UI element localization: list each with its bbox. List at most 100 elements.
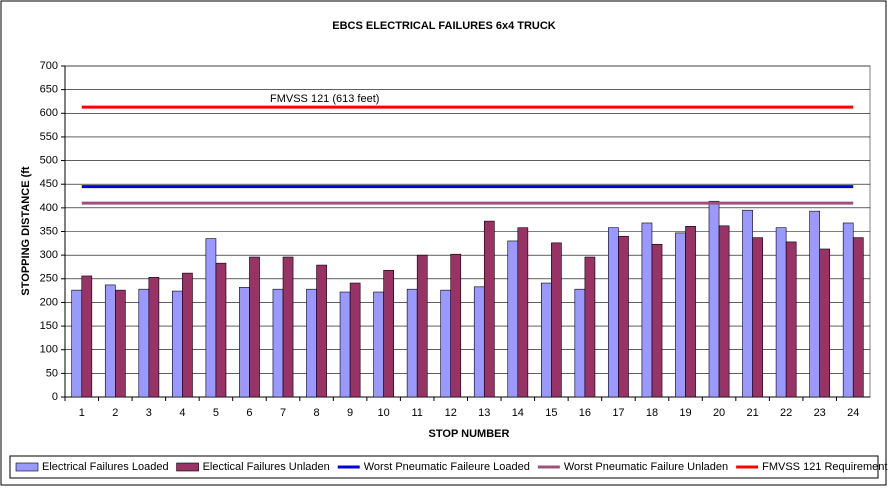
x-tick-label: 20 [713,407,725,419]
y-tick-label: 150 [40,320,58,332]
x-tick-label: 17 [612,407,624,419]
x-tick-label: 14 [512,407,524,419]
y-tick-label: 650 [40,84,58,96]
x-tick-label: 19 [679,407,691,419]
x-tick-label: 12 [445,407,457,419]
y-axis-label: STOPPING DISTANCE (ft [20,166,32,295]
bar [272,288,284,398]
y-tick-label: 700 [40,60,58,72]
bar [685,225,696,398]
bar [249,256,260,398]
bar [785,241,797,398]
bar [507,240,519,398]
bar [641,222,653,398]
x-tick-label: 3 [146,407,152,419]
legend-label: Worst Pneumatic Failure Unladen [564,461,728,473]
x-tick-label: 10 [378,407,390,419]
bar [551,242,562,398]
bar [148,277,160,398]
chart-title: EBCS ELECTRICAL FAILURES 6x4 TRUCK [332,20,556,32]
bar [540,282,552,398]
x-tick-label: 18 [646,407,658,419]
x-tick-label: 22 [780,407,792,419]
bar [104,284,116,398]
bar [416,254,428,398]
x-tick-label: 24 [847,407,859,419]
x-tick-label: 1 [79,407,85,419]
bar [618,235,629,398]
legend-swatch [176,462,199,472]
legend-swatch [15,462,39,472]
legend-label: Worst Pneumatic Faileure Loaded [364,461,530,473]
x-axis-label: STOP NUMBER [429,428,510,440]
bar [306,288,317,398]
bar [71,289,83,398]
bar [138,288,150,398]
bar [675,232,686,398]
bar [115,289,126,398]
bar [842,222,854,398]
bar [450,253,462,398]
x-tick-label: 11 [411,407,422,419]
bar [651,243,663,398]
x-tick-label: 5 [213,407,219,419]
bar [483,220,495,398]
bar [383,269,395,398]
annotation: FMVSS 121 (613 feet) [270,93,379,105]
bar [752,237,763,398]
y-tick-label: 0 [52,391,58,403]
bar [708,200,720,398]
bar [517,227,529,398]
y-tick-label: 100 [40,344,58,356]
y-tick-label: 50 [46,367,58,379]
x-tick-label: 6 [246,407,252,419]
bar [809,210,820,398]
x-tick-label: 16 [579,407,591,419]
bar [349,282,361,398]
x-tick-label: 7 [280,407,286,419]
bar [282,256,294,398]
y-tick-label: 250 [40,273,58,285]
y-tick-label: 400 [40,202,58,214]
y-tick-label: 600 [40,107,58,119]
legend-box [9,455,879,479]
y-tick-label: 500 [40,154,58,166]
y-tick-label: 350 [40,225,58,237]
legend-label: FMVSS 121 Requirement [762,461,887,473]
bar [205,238,217,398]
bar [608,227,619,398]
bar [81,275,93,398]
y-tick-label: 200 [40,296,58,308]
bar [819,248,831,398]
bar [473,286,485,398]
bar [182,272,193,398]
y-tick-label: 550 [40,131,58,143]
bar [339,291,351,398]
bar [440,289,452,398]
x-tick-label: 8 [314,407,320,419]
bar [718,225,730,398]
x-tick-label: 4 [179,407,185,419]
x-tick-label: 9 [347,407,353,419]
x-tick-label: 21 [746,407,758,419]
x-tick-label: 23 [814,407,826,419]
bar [574,288,586,398]
bar [775,227,787,398]
legend-label: Electical Failures Unladen [203,461,330,473]
bar [172,290,183,398]
x-tick-label: 2 [112,407,118,419]
legend-label: Electrical Failures Loaded [42,461,169,473]
x-tick-label: 13 [478,407,490,419]
bar [584,256,596,398]
y-tick-label: 450 [40,178,58,190]
x-tick-label: 15 [545,407,557,419]
bar [316,264,327,398]
y-tick-label: 300 [40,249,58,261]
bar [215,262,227,398]
bar [406,288,418,398]
bar [373,291,384,398]
bar [852,237,864,398]
bar [239,286,250,398]
